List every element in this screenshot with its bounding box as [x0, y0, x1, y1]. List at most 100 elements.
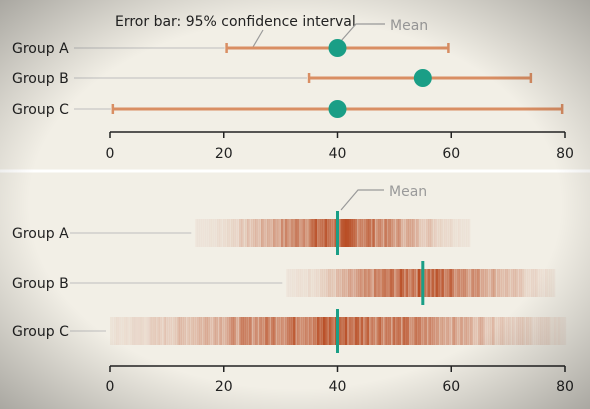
- stripe: [440, 317, 443, 345]
- stripe: [394, 219, 397, 247]
- stripe: [287, 317, 290, 345]
- stripe: [422, 219, 425, 247]
- stripe: [137, 317, 141, 345]
- stripe: [486, 317, 489, 345]
- stripe: [306, 219, 310, 247]
- stripe: [183, 317, 186, 345]
- x-tick-label: 40: [329, 379, 347, 395]
- stripe: [408, 219, 411, 247]
- stripe: [219, 219, 222, 247]
- stripe: [394, 317, 397, 345]
- stripe: [459, 269, 462, 297]
- stripe: [405, 269, 409, 297]
- stripe: [374, 219, 377, 247]
- stripe: [225, 317, 228, 345]
- stripe: [195, 317, 198, 345]
- stripe: [525, 269, 528, 297]
- mean-point: [328, 39, 347, 57]
- stripe: [373, 269, 377, 297]
- stripe: [420, 317, 423, 345]
- stripe: [378, 317, 382, 345]
- stripe: [427, 269, 430, 297]
- stripe: [479, 269, 482, 297]
- group-label-bottom: Group C: [12, 324, 69, 340]
- stripe: [353, 269, 357, 297]
- stripe: [415, 269, 418, 297]
- stripe: [209, 317, 212, 345]
- stripe: [490, 317, 493, 345]
- stripe: [402, 219, 405, 247]
- stripe: [515, 269, 518, 297]
- stripe: [418, 219, 421, 247]
- stripe: [399, 269, 403, 297]
- stripe: [271, 317, 274, 345]
- stripe: [237, 219, 240, 247]
- stripe: [549, 317, 553, 345]
- stripe: [321, 317, 324, 345]
- stripe: [442, 219, 445, 247]
- stripe: [416, 219, 419, 247]
- stripe: [149, 317, 153, 345]
- stripe: [497, 269, 500, 297]
- stripe: [270, 219, 274, 247]
- stripe: [444, 317, 447, 345]
- stripe: [185, 317, 188, 345]
- stripe: [277, 317, 280, 345]
- stripe: [521, 269, 524, 297]
- stripe: [213, 219, 216, 247]
- stripe: [491, 269, 494, 297]
- stripe: [466, 219, 469, 247]
- stripe: [531, 269, 534, 297]
- stripe: [553, 269, 556, 297]
- x-tick-label: 20: [215, 146, 233, 162]
- mean-annotation-bottom: Mean: [389, 184, 427, 200]
- stripe: [400, 317, 403, 345]
- stripe: [295, 317, 298, 345]
- stripe: [361, 269, 365, 297]
- stripe: [255, 219, 258, 247]
- stripe: [342, 219, 345, 247]
- stripe: [308, 219, 312, 247]
- stripe: [320, 219, 323, 247]
- stripe: [315, 317, 318, 345]
- stripe: [266, 219, 270, 247]
- stripe: [543, 269, 546, 297]
- stripe: [336, 269, 339, 297]
- stripe: [171, 317, 174, 345]
- stripe: [332, 219, 335, 247]
- stripe: [504, 317, 507, 345]
- stripe: [348, 269, 351, 297]
- stripe: [312, 219, 316, 247]
- stripe: [464, 219, 467, 247]
- stripe: [384, 317, 387, 345]
- stripe: [495, 269, 498, 297]
- stripe: [382, 219, 385, 247]
- stripe: [448, 219, 451, 247]
- stripe: [161, 317, 165, 345]
- stripe: [302, 219, 306, 247]
- stripe: [334, 269, 337, 297]
- stripe: [483, 269, 486, 297]
- stripe: [247, 317, 250, 345]
- stripe: [527, 269, 530, 297]
- stripe: [342, 269, 345, 297]
- stripe: [448, 317, 451, 345]
- stripe: [280, 219, 284, 247]
- stripe: [391, 269, 395, 297]
- stripe: [390, 317, 393, 345]
- stripe: [461, 269, 464, 297]
- stripe: [177, 317, 180, 345]
- stripe: [288, 219, 292, 247]
- stripe: [460, 219, 463, 247]
- stripe: [316, 269, 319, 297]
- stripe: [482, 317, 485, 345]
- stripe: [300, 219, 304, 247]
- stripe: [215, 317, 218, 345]
- stripe: [437, 269, 440, 297]
- stripe: [450, 219, 453, 247]
- stripe: [332, 317, 336, 345]
- stripe: [239, 219, 242, 247]
- stripe: [221, 219, 224, 247]
- stripe: [139, 317, 143, 345]
